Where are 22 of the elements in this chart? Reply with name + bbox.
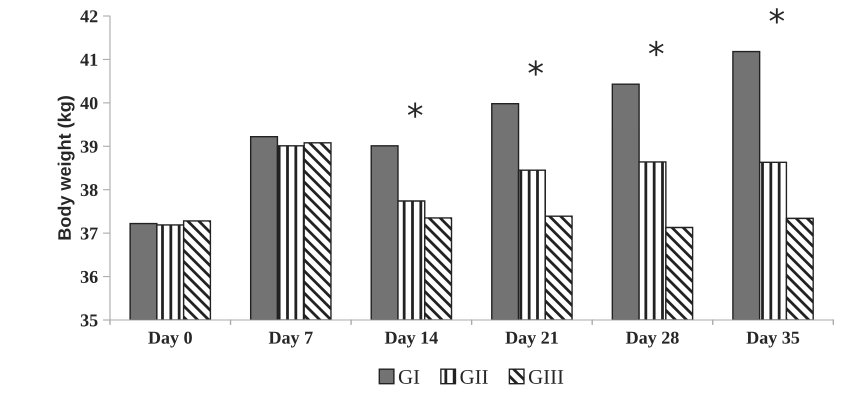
- annotation: *: [528, 60, 544, 76]
- x-tick-label: Day 28: [626, 332, 679, 348]
- y-axis-title: Body weight (kg): [58, 96, 75, 240]
- x-tick-label: Day 0: [148, 332, 192, 348]
- x-tick-label: Day 7: [268, 332, 313, 348]
- legend-label: GIII: [528, 370, 564, 384]
- y-tick-label: 38: [80, 184, 98, 196]
- x-tick-label: Day 21: [505, 332, 558, 348]
- y-tick-label: 40: [80, 97, 98, 110]
- y-tick-label: 36: [80, 270, 98, 284]
- y-tick-label: 37: [80, 227, 98, 240]
- x-tick-label: Day 35: [746, 332, 800, 348]
- annotation: *: [769, 8, 784, 24]
- y-tick-label: 42: [80, 10, 98, 22]
- annotation: *: [648, 40, 664, 56]
- annotation: *: [408, 102, 422, 118]
- y-tick-label: 41: [80, 54, 98, 66]
- legend-label: GII: [460, 370, 488, 384]
- x-tick-label: Day 14: [384, 332, 438, 348]
- legend-label: GI: [398, 370, 420, 384]
- y-tick-label: 39: [80, 140, 98, 153]
- y-tick-label: 35: [80, 314, 98, 326]
